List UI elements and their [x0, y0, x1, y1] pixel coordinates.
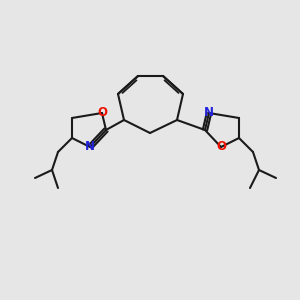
- Text: N: N: [85, 140, 95, 154]
- Text: O: O: [97, 106, 107, 119]
- Text: O: O: [216, 140, 226, 154]
- Text: N: N: [204, 106, 214, 119]
